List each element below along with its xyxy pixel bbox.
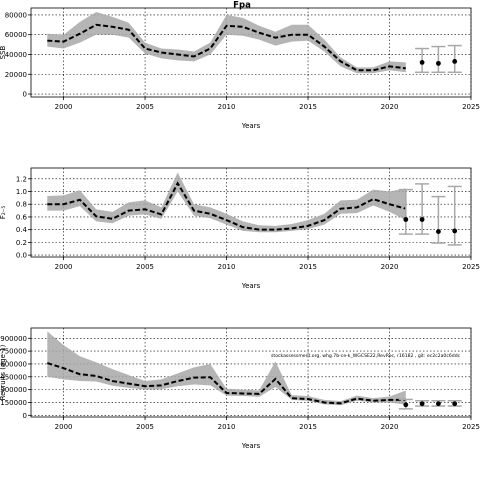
- x-tick-label: 2025: [462, 423, 480, 431]
- x-tick-label: 2015: [299, 423, 317, 431]
- x-tick-label: 2025: [462, 263, 480, 271]
- y-tick-label: 450000: [0, 373, 27, 381]
- x-tick-label: 2010: [218, 423, 236, 431]
- y-tick-label: 0.6: [16, 213, 28, 221]
- y-tick-label: 600000: [0, 360, 27, 368]
- y-tick-label: 0: [23, 91, 27, 99]
- plot-frame: [30, 167, 472, 258]
- series-group: [47, 11, 462, 74]
- confidence-band: [47, 172, 406, 233]
- x-tick-label: 2020: [381, 103, 399, 111]
- confidence-band: [47, 11, 406, 74]
- x-tick-label: 2005: [136, 423, 154, 431]
- y-tick-label: 40000: [5, 51, 27, 59]
- y-axis-label: SSB: [0, 45, 7, 59]
- y-tick-label: 1.2: [16, 175, 27, 183]
- y-tick-label: 60000: [5, 31, 27, 39]
- series-line: [47, 181, 407, 231]
- x-axis-label: Years: [241, 282, 261, 290]
- stockassessment-annotation: stockassessment.org, whg.7b-ce-k_WGCSE22…: [271, 353, 461, 359]
- y-axis-label: Recruits (age 1): [0, 344, 7, 400]
- projection-point: [452, 59, 458, 64]
- series-group: [46, 331, 462, 410]
- plot-frame: [30, 327, 472, 418]
- plot-frame: [30, 7, 472, 98]
- x-tick-label: 2020: [381, 263, 399, 271]
- x-tick-label: 2015: [299, 263, 317, 271]
- chart-panel-3: 2000 2005 2010 2015 2020 2025 0 150000 300000 450…: [0, 327, 480, 450]
- y-tick-label: 0.4: [16, 226, 28, 234]
- y-tick-label: 300000: [0, 386, 27, 394]
- x-tick-label: 2000: [55, 423, 73, 431]
- y-tick-label: 20000: [5, 71, 27, 79]
- projection-point: [403, 217, 409, 222]
- x-tick-label: 2015: [299, 103, 317, 111]
- chart-panel-1: 2000 2005 2010 2015 2020 2025 0 20000 40000 60000…: [0, 1, 480, 131]
- chart-title: Fpa: [233, 1, 251, 11]
- x-tick-label: 2005: [136, 263, 154, 271]
- x-tick-label: 2000: [55, 103, 73, 111]
- projection-point: [436, 60, 441, 66]
- series-group: [47, 172, 462, 246]
- projection-point: [419, 217, 425, 222]
- series-line: [46, 362, 406, 405]
- y-tick-label: 900000: [0, 335, 27, 343]
- y-tick-label: 150000: [0, 399, 27, 407]
- projection-point: [419, 59, 425, 65]
- x-tick-label: 2025: [462, 103, 480, 111]
- projection-point: [403, 402, 409, 408]
- projection-point: [452, 228, 458, 234]
- y-tick-label: 750000: [0, 348, 27, 356]
- x-axis-label: Years: [241, 442, 261, 450]
- chart-panel-2: 2000 2005 2010 2015 2020 2025 0.0 0.2 0.4 0.6 0.8 1…: [0, 167, 480, 290]
- x-axis-label: Years: [241, 122, 261, 130]
- x-tick-label: 2005: [136, 103, 154, 111]
- y-tick-label: 0.2: [16, 239, 27, 247]
- y-tick-label: 1.0: [16, 188, 27, 196]
- x-tick-label: 2010: [218, 263, 236, 271]
- projection-point: [436, 229, 441, 234]
- y-tick-label: 80000: [5, 11, 27, 19]
- x-tick-label: 2020: [381, 423, 399, 431]
- y-tick-label: 0.8: [16, 201, 27, 209]
- y-tick-label: 0: [23, 412, 27, 420]
- series-line: [47, 23, 406, 72]
- y-axis-label: F₂₋₅: [0, 206, 7, 220]
- y-tick-label: 0.0: [16, 252, 27, 260]
- projection-point: [452, 401, 458, 407]
- x-tick-label: 2010: [218, 103, 236, 111]
- projection-point: [436, 401, 441, 407]
- confidence-band: [47, 331, 406, 406]
- projection-point: [419, 401, 425, 407]
- x-tick-label: 2000: [55, 263, 73, 271]
